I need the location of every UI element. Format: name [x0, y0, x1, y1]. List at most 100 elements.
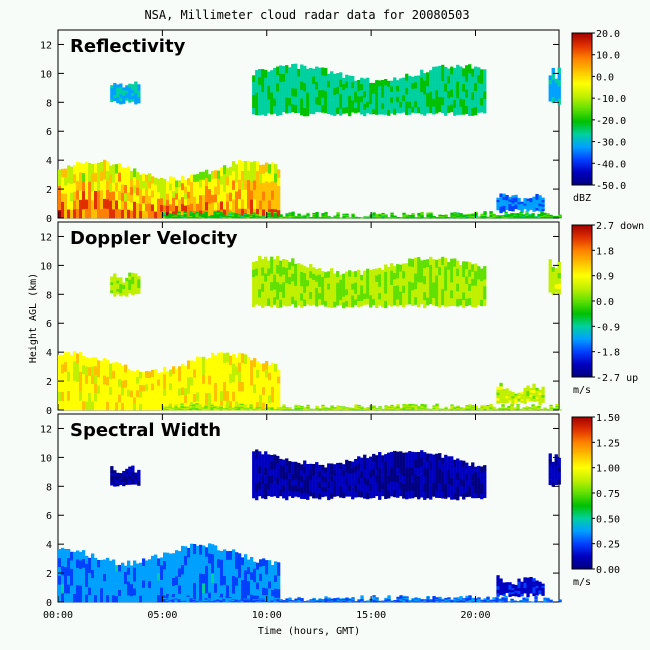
- y-tick-label: 0: [46, 406, 52, 417]
- data-cell: [366, 298, 370, 305]
- data-cell: [271, 181, 275, 191]
- data-cell: [181, 371, 185, 380]
- data-cell: [321, 409, 325, 411]
- data-cell: [551, 276, 555, 281]
- data-cell: [342, 285, 346, 291]
- data-cell: [366, 286, 370, 293]
- data-cell: [70, 354, 74, 365]
- data-cell: [128, 272, 132, 277]
- data-cell: [321, 75, 325, 83]
- data-cell: [106, 180, 110, 190]
- data-cell: [324, 75, 328, 84]
- data-cell: [192, 406, 196, 408]
- data-cell: [444, 91, 448, 100]
- data-cell: [181, 189, 185, 198]
- data-cell: [381, 108, 385, 115]
- data-cell: [232, 161, 236, 171]
- data-cell: [160, 191, 164, 199]
- data-cell: [213, 214, 217, 217]
- data-cell: [351, 215, 355, 216]
- reflectivity-title: Reflectivity: [70, 36, 186, 57]
- data-cell: [538, 208, 542, 212]
- data-cell: [474, 270, 478, 279]
- data-cell: [217, 558, 221, 568]
- data-cell: [444, 282, 448, 291]
- data-cell: [79, 560, 83, 569]
- data-cell: [411, 106, 415, 113]
- data-cell: [462, 215, 466, 217]
- data-cell: [548, 75, 552, 80]
- data-cell: [405, 483, 409, 492]
- data-cell: [333, 217, 337, 218]
- data-cell: [91, 200, 95, 210]
- data-cell: [339, 93, 343, 102]
- data-cell: [285, 217, 289, 219]
- data-cell: [130, 370, 134, 378]
- data-cell: [274, 574, 278, 582]
- data-cell: [309, 270, 313, 279]
- data-cell: [273, 67, 277, 76]
- data-cell: [511, 588, 515, 591]
- data-cell: [525, 215, 529, 218]
- data-cell: [411, 459, 415, 468]
- data-cell: [459, 466, 463, 473]
- data-cell: [100, 401, 104, 411]
- data-cell: [208, 366, 212, 376]
- data-cell: [426, 212, 430, 214]
- data-cell: [294, 88, 298, 97]
- data-cell: [339, 86, 343, 95]
- data-cell: [262, 209, 266, 219]
- data-cell: [318, 487, 322, 494]
- data-cell: [366, 407, 370, 409]
- data-cell: [513, 409, 517, 411]
- data-cell: [131, 272, 135, 277]
- data-cell: [125, 90, 129, 94]
- data-cell: [432, 217, 436, 218]
- data-cell: [128, 481, 132, 485]
- data-cell: [127, 595, 131, 603]
- data-cell: [411, 100, 415, 107]
- data-cell: [234, 409, 238, 411]
- data-cell: [112, 394, 116, 403]
- data-cell: [526, 580, 530, 585]
- data-cell: [426, 282, 430, 290]
- data-cell: [267, 409, 271, 411]
- data-cell: [58, 169, 62, 178]
- data-cell: [554, 86, 558, 91]
- data-cell: [271, 589, 275, 597]
- data-cell: [177, 407, 181, 409]
- data-cell: [336, 107, 340, 115]
- data-cell: [252, 88, 256, 95]
- data-cell: [247, 208, 251, 219]
- data-cell: [405, 407, 409, 409]
- data-cell: [348, 276, 352, 283]
- data-cell: [195, 213, 199, 216]
- data-cell: [453, 408, 457, 410]
- data-cell: [381, 270, 385, 277]
- data-cell: [247, 401, 251, 411]
- data-cell: [244, 180, 248, 190]
- data-cell: [333, 87, 337, 95]
- data-cell: [417, 87, 421, 95]
- data-cell: [297, 406, 301, 408]
- data-cell: [274, 379, 278, 388]
- data-cell: [130, 170, 134, 180]
- data-cell: [495, 215, 499, 216]
- data-cell: [73, 390, 77, 401]
- data-cell: [351, 214, 355, 216]
- data-cell: [249, 409, 253, 411]
- colorbar-tick-label: -20.0: [596, 116, 626, 127]
- data-cell: [85, 401, 89, 411]
- data-cell: [136, 172, 140, 181]
- data-cell: [70, 183, 74, 193]
- data-cell: [259, 386, 263, 395]
- data-cell: [396, 406, 400, 408]
- data-cell: [354, 216, 358, 218]
- data-cell: [201, 214, 205, 216]
- data-cell: [312, 279, 316, 287]
- data-cell: [160, 579, 164, 588]
- data-cell: [432, 406, 436, 408]
- data-cell: [360, 407, 364, 409]
- data-cell: [408, 458, 412, 468]
- data-cell: [489, 405, 493, 407]
